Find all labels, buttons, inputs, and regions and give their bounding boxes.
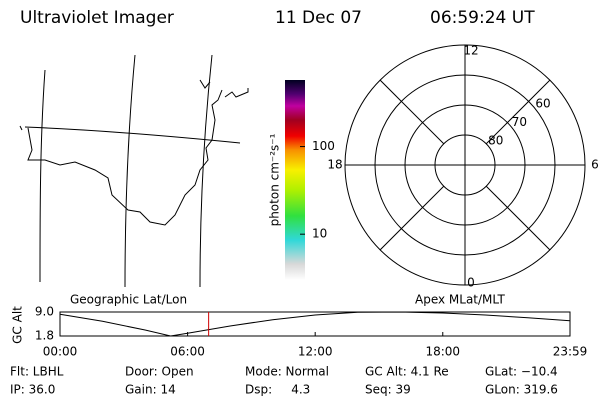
lat-ring xyxy=(434,134,496,196)
map xyxy=(19,54,249,288)
colorbar-tick-label: 100 xyxy=(312,139,335,153)
status-field: Dsp: 4.3 xyxy=(245,383,310,397)
map-label: Geographic Lat/Lon xyxy=(70,293,187,307)
status-field: Seq: 39 xyxy=(365,383,411,397)
lat-ring xyxy=(374,74,556,256)
status-field: Gain: 14 xyxy=(125,383,176,397)
altitude-ylabel: GC Alt xyxy=(11,306,25,344)
mlt-label: 6 xyxy=(591,158,599,172)
mlt-label: 18 xyxy=(327,158,342,172)
lat-ring-label: 80 xyxy=(488,133,503,147)
status-field: GLat: −10.4 xyxy=(485,365,558,379)
x-tick-label: 12:00 xyxy=(298,345,333,359)
status-field: Mode: Normal xyxy=(245,365,329,379)
x-tick-label: 18:00 xyxy=(425,345,460,359)
x-tick-label: 23:59 xyxy=(553,345,588,359)
lat-ring-label: 60 xyxy=(535,97,550,111)
status-field: Flt: LBHL xyxy=(10,365,64,379)
x-tick-label: 00:00 xyxy=(43,345,78,359)
status-field: Door: Open xyxy=(125,365,194,379)
altitude-line xyxy=(59,311,571,337)
colorbar-label: photon cm⁻²s⁻¹ xyxy=(268,133,282,226)
status-field: GLon: 319.6 xyxy=(485,383,558,397)
polar-plot xyxy=(345,45,585,285)
x-tick-label: 06:00 xyxy=(170,345,205,359)
polar-label: Apex MLat/MLT xyxy=(415,293,505,307)
status-field: GC Alt: 4.1 Re xyxy=(365,365,449,379)
status-field: IP: 36.0 xyxy=(10,383,55,397)
mlt-label: 12 xyxy=(463,44,478,58)
y-tick-label: 1.8 xyxy=(35,329,54,343)
colorbar-tick-label: 10 xyxy=(312,227,327,241)
lat-ring-label: 70 xyxy=(512,115,527,129)
colorbar xyxy=(285,80,305,280)
date: 11 Dec 07 xyxy=(275,8,362,28)
lat-ring xyxy=(404,104,526,226)
polar-outer xyxy=(344,44,586,286)
instrument-title: Ultraviolet Imager xyxy=(20,8,174,28)
y-tick-label: 9.0 xyxy=(35,305,54,319)
time: 06:59:24 UT xyxy=(430,8,535,28)
mlt-label: 0 xyxy=(467,276,475,290)
